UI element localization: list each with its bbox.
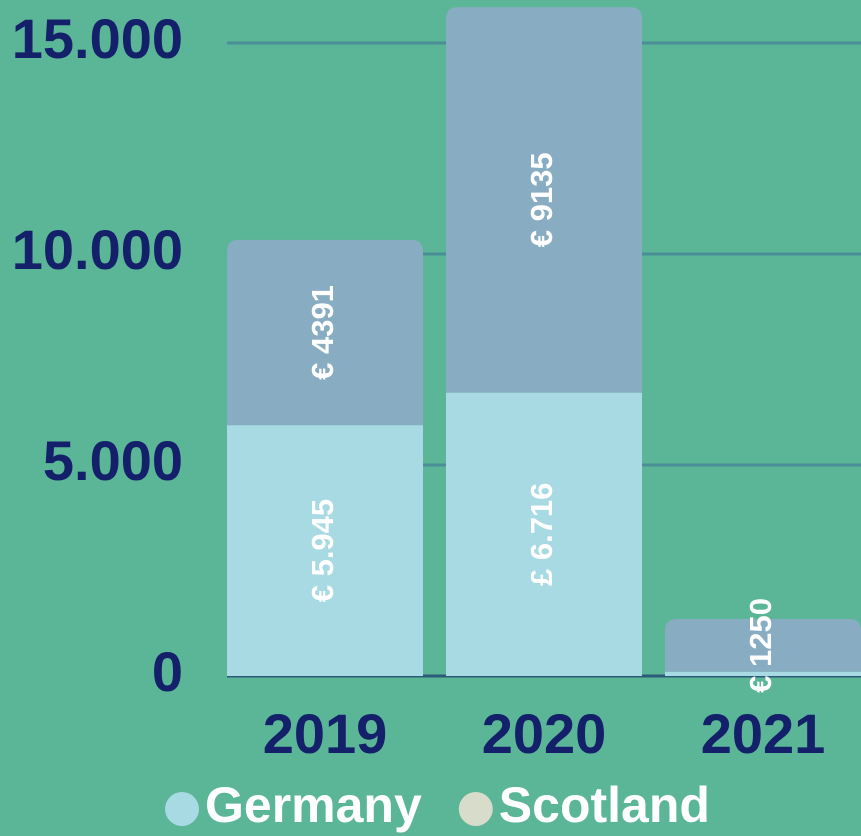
legend-label: Germany [205, 777, 422, 833]
legend-swatch [165, 792, 199, 826]
value-label: € 5.945 [305, 499, 340, 602]
y-tick-label: 0 [152, 640, 183, 703]
legend-label: Scotland [499, 777, 710, 833]
value-label: € 4391 [305, 285, 340, 380]
x-tick-label: 2021 [701, 702, 826, 765]
bar-segment [665, 671, 861, 676]
legend-swatch [458, 792, 493, 826]
bar-segment [446, 7, 642, 393]
y-tick-label: 10.000 [12, 218, 183, 281]
bar-segment [227, 425, 423, 676]
bar-segment [665, 619, 861, 672]
bar-segment [227, 239, 423, 426]
y-tick-label: 5.000 [43, 429, 183, 492]
bar-segment [446, 392, 642, 676]
x-tick-label: 2019 [263, 702, 388, 765]
x-tick-label: 2020 [482, 702, 607, 765]
value-label: € 9135 [524, 152, 559, 247]
value-label: € 1250 [743, 598, 778, 693]
y-tick-label: 15.000 [12, 7, 183, 70]
value-label: £ 6.716 [524, 483, 559, 586]
